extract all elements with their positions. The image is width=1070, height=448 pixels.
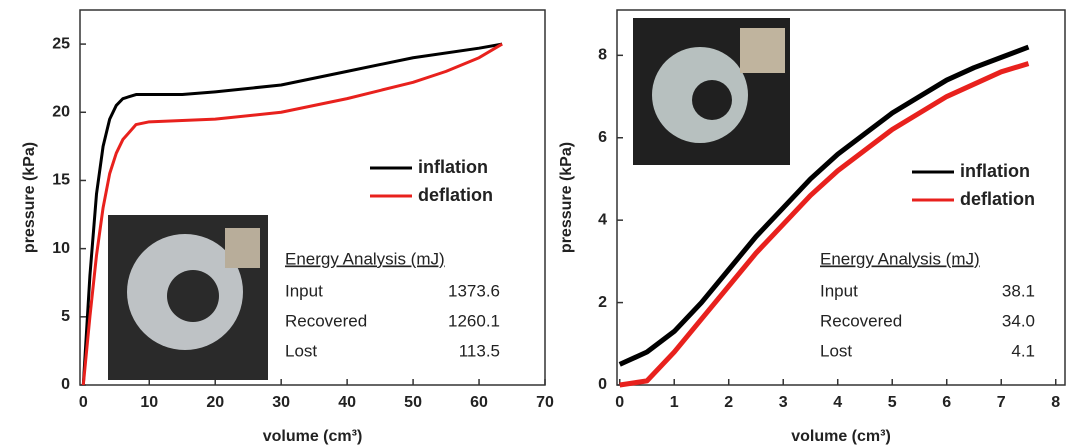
inset-photo	[633, 18, 790, 165]
table-value: 1373.6	[448, 281, 500, 300]
legend-label: deflation	[960, 189, 1035, 209]
chart: 0 1 2 3 4 5 6 7 8 0 2 4 6 8 volume (cm³) pressure (kPa)…	[558, 9, 1066, 445]
y-tick-label: 0	[598, 376, 607, 393]
y-axis-label: pressure (kPa)	[558, 142, 575, 253]
x-tick-label: 30	[272, 394, 290, 411]
y-tick-label: 15	[52, 172, 70, 189]
x-tick-label: 0	[615, 394, 624, 411]
series-line	[618, 44, 1030, 367]
inset-photo	[108, 215, 268, 380]
legend-label: inflation	[418, 157, 488, 177]
table-label: Recovered	[820, 311, 902, 330]
x-tick-label: 0	[79, 394, 88, 411]
plot-frame	[79, 9, 546, 386]
x-tick-label: 8	[1051, 394, 1060, 411]
x-tick-label: 2	[724, 394, 733, 411]
x-tick-label: 20	[206, 394, 224, 411]
y-tick-label: 25	[52, 35, 70, 52]
table-title: Energy Analysis (mJ)	[285, 249, 445, 268]
table-value: 4.1	[1011, 341, 1035, 360]
x-tick-label: 7	[997, 394, 1006, 411]
table-label: Input	[820, 281, 858, 300]
x-tick-label: 4	[833, 394, 842, 411]
y-tick-label: 2	[598, 294, 607, 311]
chart: 0 10 20 30 40 50 60 70 0 5 10 15 20 25 volume (cm³) pre…	[21, 9, 554, 445]
table-label: Lost	[285, 341, 317, 360]
table-label: Recovered	[285, 311, 367, 330]
table-value: 34.0	[1002, 311, 1035, 330]
x-tick-label: 40	[338, 394, 356, 411]
y-tick-label: 20	[52, 103, 70, 120]
series-line	[81, 42, 503, 386]
table-value: 113.5	[459, 341, 500, 360]
plot-frame	[616, 9, 1066, 386]
y-tick-label: 5	[61, 308, 70, 325]
table-label: Lost	[820, 341, 852, 360]
x-tick-label: 50	[404, 394, 422, 411]
table-title: Energy Analysis (mJ)	[820, 249, 980, 268]
y-axis-label: pressure (kPa)	[21, 142, 38, 253]
x-tick-label: 70	[536, 394, 554, 411]
x-tick-label: 60	[470, 394, 488, 411]
series-line	[81, 42, 503, 386]
table-value: 38.1	[1002, 281, 1035, 300]
x-tick-label: 1	[670, 394, 679, 411]
x-tick-label: 3	[779, 394, 788, 411]
legend-label: inflation	[960, 161, 1030, 181]
table-label: Input	[285, 281, 323, 300]
y-tick-label: 8	[598, 47, 607, 64]
legend-label: deflation	[418, 185, 493, 205]
x-axis-label: volume (cm³)	[791, 428, 891, 445]
y-tick-label: 6	[598, 129, 607, 146]
x-tick-label: 10	[140, 394, 158, 411]
x-axis-label: volume (cm³)	[263, 428, 363, 445]
y-tick-label: 4	[598, 211, 607, 228]
y-tick-label: 10	[52, 240, 70, 257]
y-tick-label: 0	[61, 376, 70, 393]
x-tick-label: 5	[888, 394, 897, 411]
x-tick-label: 6	[942, 394, 951, 411]
table-value: 1260.1	[448, 311, 500, 330]
series-line	[619, 61, 1030, 388]
